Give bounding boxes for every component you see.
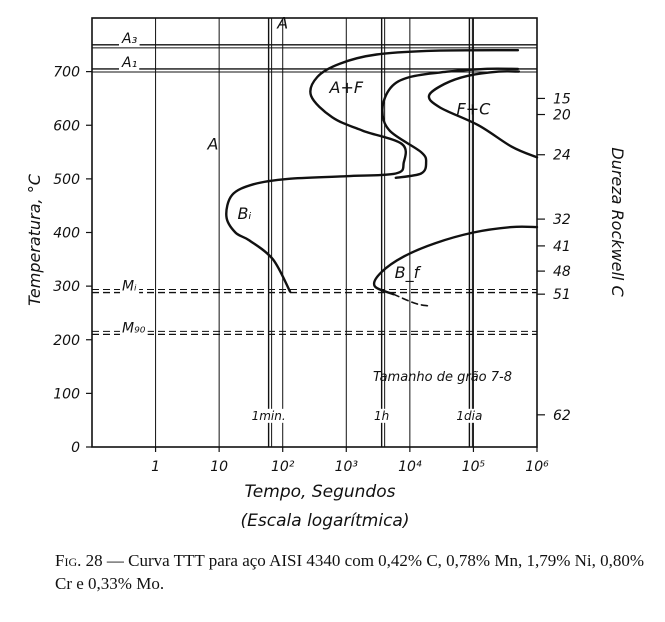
time-marker-label: 1h: [374, 409, 389, 423]
vertical-gridlines: [155, 18, 474, 447]
region-label: Bᵢ: [238, 204, 252, 223]
x-tick-label: 10²: [271, 459, 295, 475]
caption-prefix: Fig. 28: [55, 551, 103, 570]
transformation-curve: [392, 293, 430, 307]
time-marker-label: 1dia: [456, 409, 482, 423]
x-axis-note: (Escala logarítmica): [241, 511, 410, 531]
x-axis-label: Tempo, Segundos: [245, 482, 396, 502]
caption-text: — Curva TTT para aço AISI 4340 com 0,42%…: [55, 551, 645, 593]
figure-caption: Fig. 28 — Curva TTT para aço AISI 4340 c…: [55, 549, 645, 595]
region-label: A: [276, 14, 288, 33]
x-tick-label: 10⁴: [398, 459, 422, 475]
region-label: F+C: [457, 100, 492, 119]
label-background: [119, 30, 140, 47]
hardness-tick-label: 51: [553, 287, 571, 303]
y-tick-label: 400: [53, 226, 80, 242]
x-tick-label: 10⁶: [525, 459, 549, 475]
temperature-line-label: A₁: [121, 55, 137, 71]
x-tick-label: 10³: [335, 459, 359, 475]
region-labels: A A A+F F+C Bᵢ B_f: [207, 14, 492, 283]
hardness-tick-label: 15: [553, 91, 571, 107]
y-tick-label: 600: [53, 118, 80, 134]
y-tick-label: 100: [53, 386, 80, 402]
label-background: [372, 408, 392, 423]
ttt-chart: 0 100 200 300 400 500 600 700 1 10 10² 10³ 10⁴ 10⁵ 10…: [25, 14, 627, 531]
hardness-tick-label: 20: [553, 108, 571, 124]
hardness-tick-label: 24: [553, 148, 571, 164]
x-tick-label: 10: [210, 459, 228, 475]
y-tick-label: 200: [53, 333, 80, 349]
transformation-curves: [225, 49, 539, 307]
label-background: [120, 278, 140, 295]
x-tick-label: 10⁵: [462, 459, 486, 475]
hardness-tick-label: 48: [553, 264, 571, 280]
temperature-line-label: M₉₀: [122, 320, 146, 336]
label-background: [119, 54, 140, 71]
x-tick-label: 1: [151, 459, 160, 475]
transformation-curve: [427, 70, 539, 159]
time-axis: 1 10 10² 10³ 10⁴ 10⁵ 10⁶: [151, 447, 549, 475]
temperature-line-label: A₃: [121, 31, 138, 47]
y-axis-label: Temperatura, °C: [25, 173, 44, 306]
hardness-tick-label: 32: [553, 212, 571, 228]
y-tick-label: 300: [53, 279, 80, 295]
region-label: B_f: [395, 263, 422, 283]
y-tick-label: 0: [71, 440, 80, 456]
region-label: A+F: [329, 78, 364, 97]
time-marker-label: 1min.: [252, 409, 286, 423]
transformation-curve: [225, 49, 520, 293]
temperature-axis: 0 100 200 300 400 500 600 700: [53, 65, 92, 456]
label-background: [120, 320, 148, 337]
temperature-line-label: Mᵢ: [122, 279, 137, 295]
grain-size-annotation: Tamanho de grão 7-8: [373, 370, 512, 385]
y-tick-label: 700: [53, 65, 80, 81]
hardness-tick-label: 62: [553, 408, 571, 424]
hardness-tick-label: 41: [553, 239, 571, 255]
label-background: [249, 408, 288, 423]
label-background: [454, 408, 485, 423]
transformation-curve: [381, 67, 520, 179]
transformation-curve: [372, 225, 539, 296]
y2-axis-label: Dureza Rockwell C: [608, 147, 627, 297]
temperature-lines: A₃ A₁ Mᵢ M₉₀: [92, 30, 537, 337]
y-tick-label: 500: [53, 172, 80, 188]
region-label: A: [207, 134, 219, 153]
